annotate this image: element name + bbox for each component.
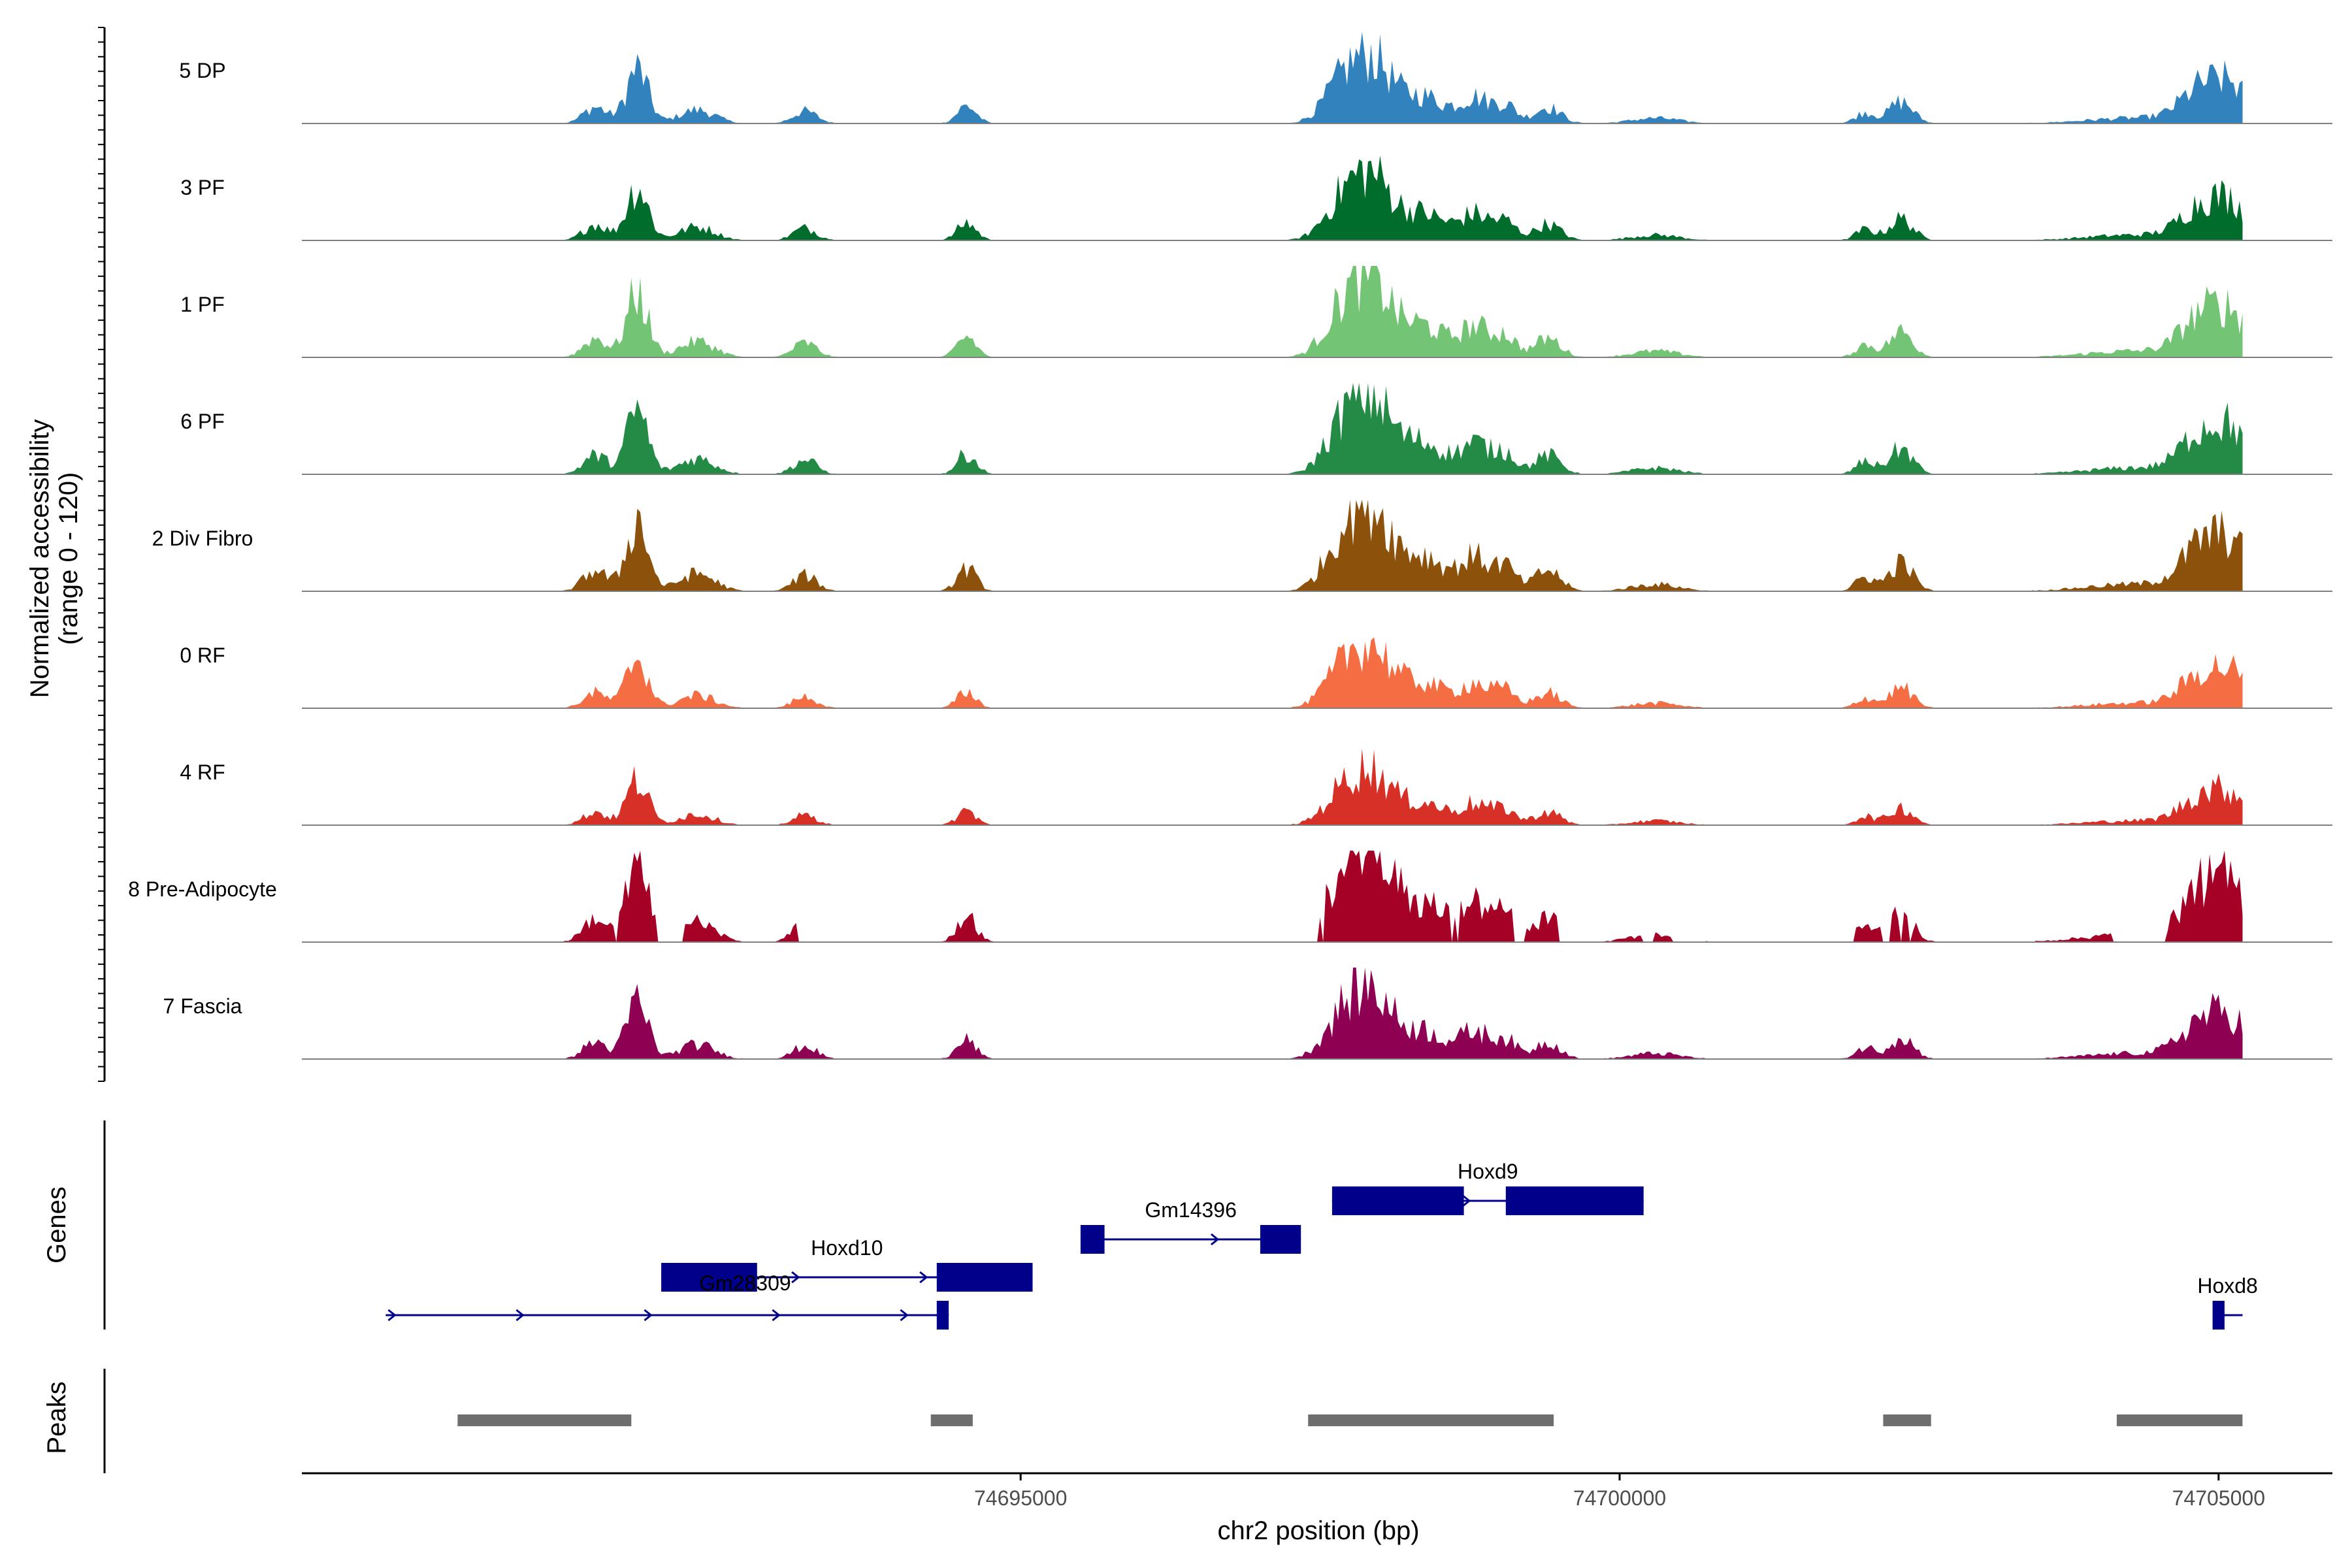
gene-exon [1331, 1186, 1464, 1215]
gene-exon [2212, 1301, 2225, 1330]
strand-arrow-icon [387, 1309, 397, 1322]
track-label: 3 PF [180, 176, 225, 199]
strand-arrow-icon [772, 1309, 781, 1322]
gene-hoxd8: Hoxd8 [2197, 1274, 2258, 1330]
gene-label: Hoxd10 [811, 1236, 883, 1260]
x-tick-label: 74705000 [2172, 1486, 2265, 1510]
track-label: 0 RF [180, 644, 225, 667]
peak-region [930, 1414, 973, 1426]
peak-region [2116, 1414, 2243, 1426]
strand-arrow-icon [1462, 1194, 1471, 1207]
strand-arrow-icon [919, 1271, 928, 1284]
track-5-dp: 5 DP [179, 32, 2332, 124]
peak-region [1883, 1414, 1931, 1426]
gene-hoxd9: Hoxd9 [1331, 1160, 1644, 1215]
gene-label: Gm14396 [1145, 1198, 1237, 1222]
x-axis-title: chr2 position (bp) [1217, 1516, 1419, 1545]
coverage-area [367, 32, 2243, 123]
track-label: 8 Pre-Adipocyte [128, 877, 277, 901]
gene-label: Hoxd9 [1458, 1160, 1518, 1183]
strand-arrow-icon [1210, 1233, 1220, 1246]
y-axes [98, 27, 106, 1473]
track-4-rf: 4 RF [180, 748, 2332, 826]
coverage-tracks: 5 DP 3 PF 1 PF 6 PF 2 Div Fibro 0 RF 4 RF 8 Pre… [128, 32, 2332, 1060]
gene-gm14396: Gm14396 [1080, 1198, 1301, 1254]
gene-exon [936, 1263, 1033, 1292]
gene-exon [661, 1263, 757, 1292]
x-tick-label: 74695000 [974, 1486, 1067, 1510]
coverage-area [367, 968, 2243, 1059]
track-6-pf: 6 PF [180, 383, 2332, 475]
gene-label: Hoxd8 [2197, 1274, 2258, 1298]
track-0-rf: 0 RF [180, 637, 2332, 709]
x-tick-label: 74700000 [1573, 1486, 1666, 1510]
coverage-area [367, 155, 2243, 240]
peak-region [457, 1414, 632, 1426]
track-label: 2 Div Fibro [152, 527, 253, 550]
track-1-pf: 1 PF [180, 266, 2332, 358]
y-axis-range-label: (range 0 - 120) [54, 472, 83, 645]
track-label: 7 Fascia [163, 994, 242, 1018]
track-label: 5 DP [179, 59, 225, 82]
track-7-fascia: 7 Fascia [163, 968, 2332, 1060]
peaks-track [457, 1414, 2243, 1426]
track-2-div-fibro: 2 Div Fibro [152, 500, 2332, 592]
gene-exon [1505, 1186, 1644, 1215]
track-label: 6 PF [180, 410, 225, 433]
gene-annotation-track: Hoxd9 Gm14396 Hoxd10 Gm28309 Hoxd8 [385, 1160, 2258, 1330]
track-3-pf: 3 PF [180, 155, 2332, 241]
coverage-area [367, 266, 2243, 357]
genes-track-title: Genes [42, 1186, 71, 1264]
gene-label: Gm28309 [699, 1271, 791, 1295]
track-8-pre-adipocyte: 8 Pre-Adipocyte [128, 851, 2332, 943]
coverage-area [367, 500, 2243, 591]
coverage-area [367, 383, 2243, 474]
y-axis-title: Normalized accessibility [25, 419, 54, 698]
gene-gm28309: Gm28309 [385, 1271, 949, 1330]
gene-exon [1080, 1225, 1105, 1254]
gene-exon [1260, 1225, 1301, 1254]
gene-exon [936, 1301, 949, 1330]
track-label: 4 RF [180, 760, 225, 784]
strand-arrow-icon [791, 1271, 800, 1284]
coverage-area [367, 851, 2243, 942]
strand-arrow-icon [515, 1309, 525, 1322]
x-axis: 74695000 74700000 74705000 [302, 1472, 2332, 1510]
coverage-area [367, 748, 2243, 825]
gene-hoxd10: Hoxd10 [661, 1236, 1033, 1292]
peak-region [1308, 1414, 1554, 1426]
strand-arrow-icon [900, 1309, 909, 1322]
peaks-track-title: Peaks [42, 1381, 71, 1454]
track-label: 1 PF [180, 293, 225, 316]
strand-arrow-icon [644, 1309, 653, 1322]
coverage-area [367, 637, 2243, 708]
